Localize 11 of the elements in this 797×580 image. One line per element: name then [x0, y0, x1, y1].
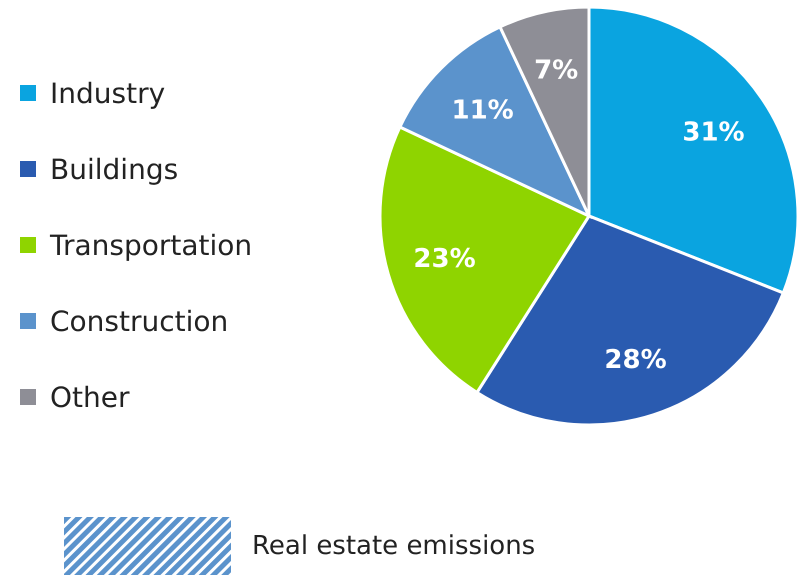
legend-label: Construction [50, 304, 228, 338]
data-label: 23% [413, 244, 476, 274]
legend-label: Buildings [50, 152, 178, 186]
data-label: 11% [451, 96, 514, 126]
legend-label: Transportation [49, 228, 252, 262]
data-label: 28% [604, 345, 667, 376]
legend-label: Other [50, 380, 130, 414]
data-label: 7% [534, 55, 578, 86]
data-label: 31% [682, 118, 745, 148]
text: Real estate emissions [252, 531, 536, 562]
legend-label: Industry [50, 76, 166, 110]
